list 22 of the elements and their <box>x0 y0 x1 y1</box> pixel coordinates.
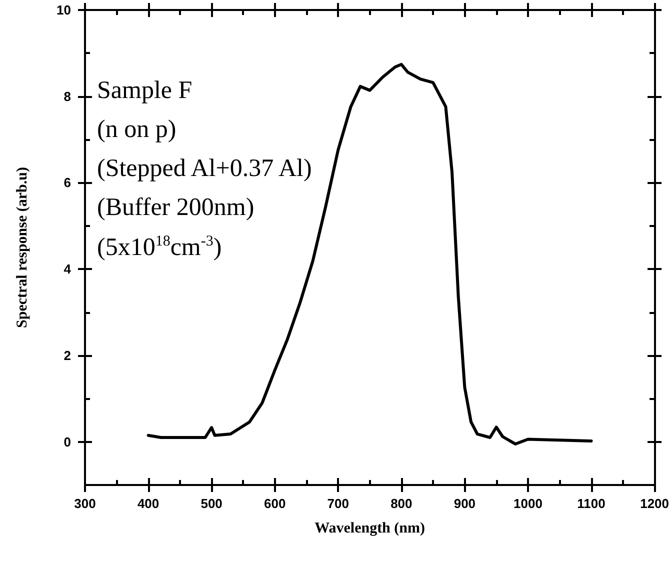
x-tick-label: 300 <box>74 496 96 511</box>
y-tick-label: 0 <box>64 434 71 450</box>
x-tick-label: 1200 <box>640 496 669 511</box>
x-tick-label: 500 <box>200 496 222 511</box>
annotation: (Buffer 200nm) <box>97 194 254 221</box>
x-tick-label: 900 <box>454 496 476 511</box>
y-tick-label: 6 <box>64 175 71 190</box>
annotation: (Stepped Al+0.37 Al) <box>97 155 312 182</box>
x-tick-label: 700 <box>327 496 349 511</box>
y-tick-label: 8 <box>64 88 71 104</box>
x-tick-label: 1100 <box>577 496 606 511</box>
y-tick-label: 2 <box>64 348 71 363</box>
x-tick-label: 800 <box>390 496 412 511</box>
annotation: Sample F <box>97 77 192 104</box>
y-tick-label: 10 <box>56 2 71 18</box>
x-tick-label: 400 <box>137 496 160 511</box>
y-axis-title: Spectral response (arb.u) <box>14 167 30 328</box>
x-axis-title: Wavelength (nm) <box>314 520 425 536</box>
y-tick-label: 4 <box>64 262 72 277</box>
annotation: (n on p) <box>97 116 176 143</box>
x-tick-label: 600 <box>264 496 286 511</box>
x-tick-label: 1000 <box>514 496 542 511</box>
